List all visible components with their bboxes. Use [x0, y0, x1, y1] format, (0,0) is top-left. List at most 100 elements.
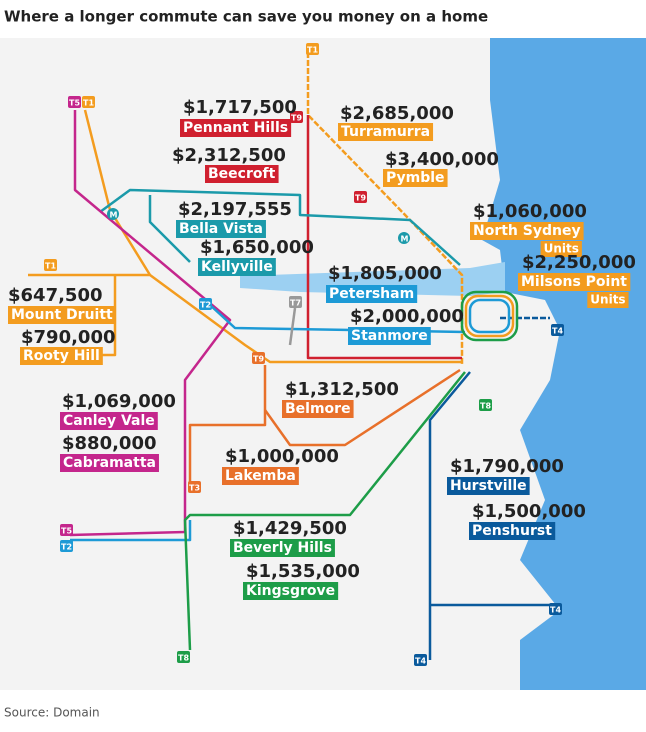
suburb-name: Petersham	[329, 286, 414, 302]
title: Where a longer commute can save you mone…	[4, 8, 488, 26]
price: $1,790,000	[450, 456, 564, 477]
harbour	[240, 262, 505, 296]
price: $3,400,000	[385, 149, 499, 170]
suburb-label-box	[20, 347, 103, 365]
suburb-name: Penshurst	[472, 523, 552, 539]
line-t3-bankstown	[263, 368, 461, 447]
suburb-name: Kingsgrove	[246, 583, 335, 599]
line-badge: T8	[178, 654, 189, 663]
badge-bg	[107, 208, 119, 220]
suburb-label-box	[326, 285, 418, 303]
line-badge: T9	[291, 114, 302, 123]
line-t8	[183, 371, 466, 651]
suburb-label-box	[469, 522, 556, 540]
suburb-name: Milsons Point	[521, 274, 627, 290]
line-badge: T1	[45, 262, 56, 271]
price-labels: $1,717,500 Pennant Hills $2,312,500Beecrof…	[8, 97, 636, 600]
city-loop	[460, 290, 519, 342]
badge-bg	[354, 191, 367, 203]
city-loop	[464, 294, 515, 338]
suburb-label-box	[60, 412, 158, 430]
line-badge: T5	[61, 527, 72, 536]
suburb-note: Units	[590, 293, 625, 307]
rail-lines	[28, 52, 550, 660]
badge-bg	[68, 96, 81, 108]
line-badge: M	[110, 211, 118, 220]
suburb-name: Lakemba	[225, 468, 296, 484]
line-t2-south	[70, 520, 192, 542]
suburb-name: Rooty Hill	[23, 348, 100, 364]
line-badge: T9	[253, 355, 264, 364]
city-loop	[468, 298, 511, 334]
badge-bg	[199, 298, 212, 310]
suburb-name: Stanmore	[351, 328, 428, 344]
badge-bg	[44, 259, 57, 271]
suburb-label-box	[282, 400, 354, 418]
line-t3	[188, 365, 267, 482]
line-metro	[99, 188, 461, 266]
badge-bg	[82, 96, 95, 108]
note-box	[587, 292, 629, 308]
badge-bg	[551, 324, 564, 336]
line-badge: T4	[550, 606, 561, 615]
line-badge: T7	[290, 299, 301, 308]
price: $2,197,555	[178, 199, 292, 220]
line-t1-west	[28, 273, 462, 364]
price: $1,000,000	[225, 446, 339, 467]
price: $1,717,500	[183, 97, 297, 118]
line-badge: T4	[415, 657, 426, 666]
suburb-name: Pymble	[386, 170, 445, 186]
price: $2,685,000	[340, 103, 454, 124]
suburb-label-box	[60, 454, 159, 472]
suburb-name: Beverly Hills	[233, 540, 332, 556]
suburb-label-box	[470, 222, 584, 240]
badge-bg	[290, 111, 303, 123]
price: $1,312,500	[285, 379, 399, 400]
price: $2,000,000	[350, 306, 464, 327]
line-badge: M	[401, 235, 409, 244]
line-badge: T1	[83, 99, 94, 108]
suburb-label-box	[176, 220, 266, 238]
suburb-name: Turramurra	[341, 124, 430, 140]
line-badge: T2	[61, 543, 72, 552]
line-badge: T3	[189, 484, 200, 493]
line-badge: T1	[307, 46, 318, 55]
line-badge: T8	[480, 402, 491, 411]
suburb-name: Hurstville	[450, 478, 527, 494]
price: $1,650,000	[200, 237, 314, 258]
suburb-note: Units	[544, 242, 579, 256]
line-t5	[69, 110, 232, 537]
price: $2,250,000	[522, 252, 636, 273]
line-badge: T5	[69, 99, 80, 108]
badge-bg	[479, 399, 492, 411]
suburb-name: Mount Druitt	[11, 307, 113, 323]
line-t9	[306, 115, 462, 360]
price: $1,805,000	[328, 263, 442, 284]
price: $790,000	[21, 327, 116, 348]
line-t1-spur	[100, 275, 117, 357]
suburb-name: Beecroft	[208, 166, 276, 182]
badge-bg	[414, 654, 427, 666]
suburb-label-box	[222, 467, 299, 485]
price: $1,429,500	[233, 518, 347, 539]
line-badge: T2	[200, 301, 211, 310]
price: $880,000	[62, 433, 157, 454]
badge-bg	[60, 524, 73, 536]
sea	[482, 38, 646, 690]
suburb-name: Bella Vista	[179, 221, 263, 237]
suburb-label-box	[8, 306, 117, 324]
badge-bg	[306, 43, 319, 55]
source: Source: Domain	[4, 706, 100, 720]
badge-bg	[252, 352, 265, 364]
suburb-label-box	[348, 327, 431, 345]
note-box	[540, 241, 582, 257]
suburb-name: Canley Vale	[63, 413, 155, 429]
price: $1,535,000	[246, 561, 360, 582]
price: $1,060,000	[473, 201, 587, 222]
price: $2,312,500	[172, 145, 286, 166]
suburb-label-box	[518, 273, 631, 291]
price: $1,069,000	[62, 391, 176, 412]
line-badge: T9	[355, 194, 366, 203]
suburb-name: Kellyville	[201, 259, 273, 275]
